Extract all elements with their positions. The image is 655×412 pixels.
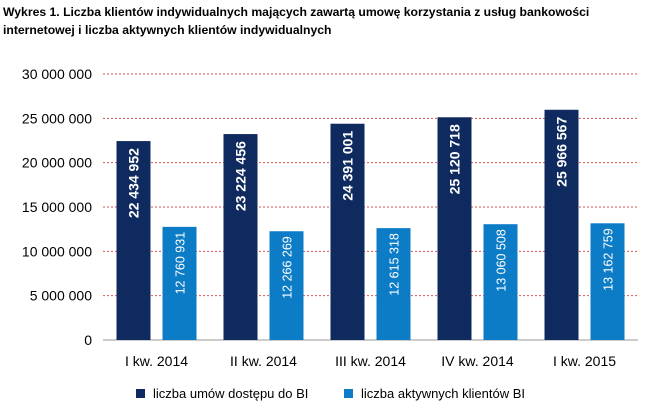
bar-series-2 <box>269 231 304 340</box>
y-tick-label: 0 <box>84 332 92 348</box>
legend-swatch-series-1 <box>136 389 145 398</box>
bar-chart: 0 5 000 000 10 000 000 15 000 000 20 000 000… <box>22 66 638 369</box>
bar-series-1 <box>437 117 472 340</box>
y-tick-label: 15 000 000 <box>22 199 92 215</box>
bar-series-1 <box>544 109 579 340</box>
data-label-series-2: 12 760 931 <box>174 232 188 295</box>
data-label-series-2: 12 615 318 <box>388 233 402 296</box>
legend-label-series-1: liczba umów dostępu do BI <box>153 386 309 401</box>
data-label-series-1: 25 120 718 <box>447 124 463 194</box>
y-tick-label: 5 000 000 <box>30 288 92 304</box>
x-tick-label: II kw. 2014 <box>230 353 297 369</box>
bar-series-2 <box>590 223 625 340</box>
y-tick-label: 20 000 000 <box>22 155 92 171</box>
chart-legend: liczba umów dostępu do BI liczba aktywny… <box>0 386 655 406</box>
y-tick-label: 25 000 000 <box>22 110 92 126</box>
bar-series-2 <box>483 224 518 340</box>
data-label-series-1: 23 224 456 <box>233 141 249 211</box>
bar-series-2 <box>162 226 197 340</box>
bar-series-1 <box>223 134 258 340</box>
y-tick-label: 10 000 000 <box>22 243 92 259</box>
data-label-series-1: 24 391 001 <box>340 131 356 201</box>
chart-title: Wykres 1. Liczba klientów indywidualnych… <box>3 5 590 37</box>
data-label-series-1: 22 434 952 <box>126 148 142 218</box>
x-tick-label: I kw. 2015 <box>553 353 616 369</box>
x-tick-label: III kw. 2014 <box>335 353 406 369</box>
legend-item-series-1: liczba umów dostępu do BI <box>136 386 308 401</box>
y-tick-label: 30 000 000 <box>22 66 92 82</box>
x-tick-label: I kw. 2014 <box>125 353 188 369</box>
data-label-series-2: 13 060 508 <box>495 229 509 292</box>
bar-series-1 <box>116 141 151 340</box>
bar-series-1 <box>330 123 365 340</box>
legend-item-series-2: liczba aktywnych klientów BI <box>344 386 525 401</box>
x-tick-label: IV kw. 2014 <box>441 353 514 369</box>
data-label-series-2: 12 266 269 <box>281 236 295 299</box>
legend-swatch-series-2 <box>344 389 353 398</box>
legend-label-series-2: liczba aktywnych klientów BI <box>361 386 526 401</box>
bar-series-2 <box>376 228 411 340</box>
data-label-series-1: 25 966 567 <box>554 117 570 187</box>
data-label-series-2: 13 162 759 <box>602 228 616 291</box>
